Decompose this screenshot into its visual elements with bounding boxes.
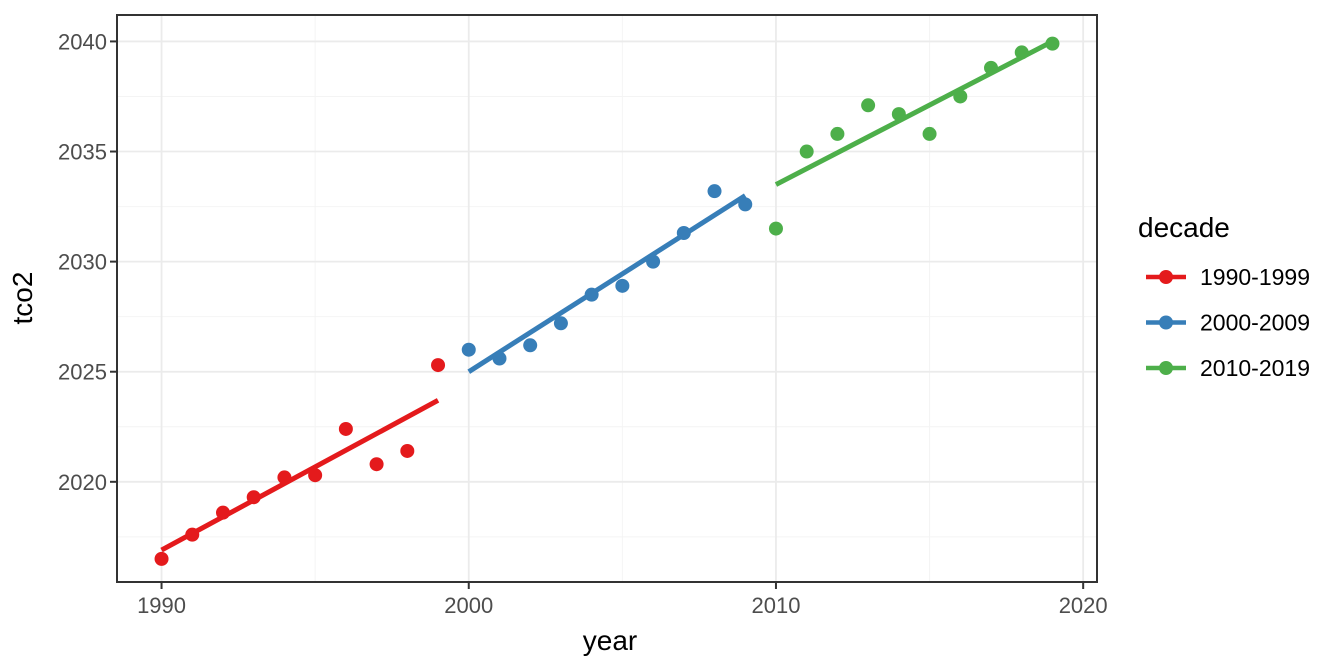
legend-item-1990-1999: 1990-1999	[1146, 264, 1310, 290]
data-point-2000-2009	[738, 197, 753, 212]
data-point-2000-2009	[523, 338, 538, 353]
data-point-2000-2009	[676, 225, 691, 240]
y-axis-title: tco2	[7, 272, 38, 325]
data-point-2000-2009	[461, 342, 476, 357]
x-axis-title: year	[583, 625, 637, 656]
legend-item-label: 2010-2019	[1200, 355, 1310, 381]
legend-key-point	[1159, 315, 1173, 330]
x-tick-label: 1990	[137, 593, 186, 618]
data-point-1990-1999	[246, 490, 261, 505]
legend-item-2010-2019: 2010-2019	[1146, 355, 1310, 381]
data-point-2000-2009	[646, 254, 661, 269]
data-point-1990-1999	[308, 468, 323, 483]
y-tick-label: 2025	[58, 360, 107, 385]
data-point-2000-2009	[553, 316, 568, 331]
data-point-2010-2019	[1014, 45, 1029, 60]
data-point-1990-1999	[369, 457, 384, 472]
data-point-2000-2009	[707, 184, 722, 199]
data-point-2010-2019	[768, 221, 783, 236]
data-point-2000-2009	[584, 287, 599, 302]
data-point-1990-1999	[338, 421, 353, 436]
y-tick-label: 2020	[58, 470, 107, 495]
data-point-1990-1999	[277, 470, 292, 485]
x-tick-label: 2000	[444, 593, 493, 618]
data-point-1990-1999	[431, 358, 446, 373]
data-point-2010-2019	[799, 144, 814, 159]
trend-line-2010-2019	[774, 39, 1054, 187]
trend-line-1990-1999	[160, 398, 440, 553]
data-point-1990-1999	[185, 527, 200, 542]
data-point-2010-2019	[1045, 36, 1060, 51]
legend-item-label: 2000-2009	[1200, 310, 1310, 336]
data-point-1990-1999	[154, 551, 169, 566]
data-point-2000-2009	[492, 351, 507, 366]
legend: 1990-1999 2000-2009 2010-2019	[1146, 264, 1310, 381]
x-tick-label: 2010	[751, 593, 800, 618]
y-tick-label: 2035	[58, 140, 107, 165]
legend-title: decade	[1138, 212, 1230, 243]
data-point-2010-2019	[830, 126, 845, 141]
data-point-2000-2009	[615, 278, 630, 293]
x-tick-label: 2020	[1059, 593, 1108, 618]
legend-key-point	[1159, 361, 1173, 375]
data-point-1990-1999	[215, 505, 230, 520]
data-point-2010-2019	[953, 89, 968, 104]
chart-layer: 1990 2000 2010 2020 2020 2025 2030 2035 2040	[58, 14, 1108, 618]
y-tick-label: 2030	[58, 250, 107, 275]
trend-line-2000-2009	[467, 193, 747, 374]
data-point-2010-2019	[891, 107, 906, 122]
data-point-2010-2019	[922, 126, 937, 141]
y-tick-label: 2040	[58, 29, 107, 54]
data-point-2010-2019	[984, 60, 999, 75]
legend-item-2000-2009: 2000-2009	[1146, 310, 1310, 336]
legend-key-point	[1159, 270, 1173, 284]
data-point-2010-2019	[861, 98, 876, 113]
legend-item-label: 1990-1999	[1200, 264, 1310, 290]
data-point-1990-1999	[400, 443, 415, 458]
panel-border	[116, 14, 1098, 583]
